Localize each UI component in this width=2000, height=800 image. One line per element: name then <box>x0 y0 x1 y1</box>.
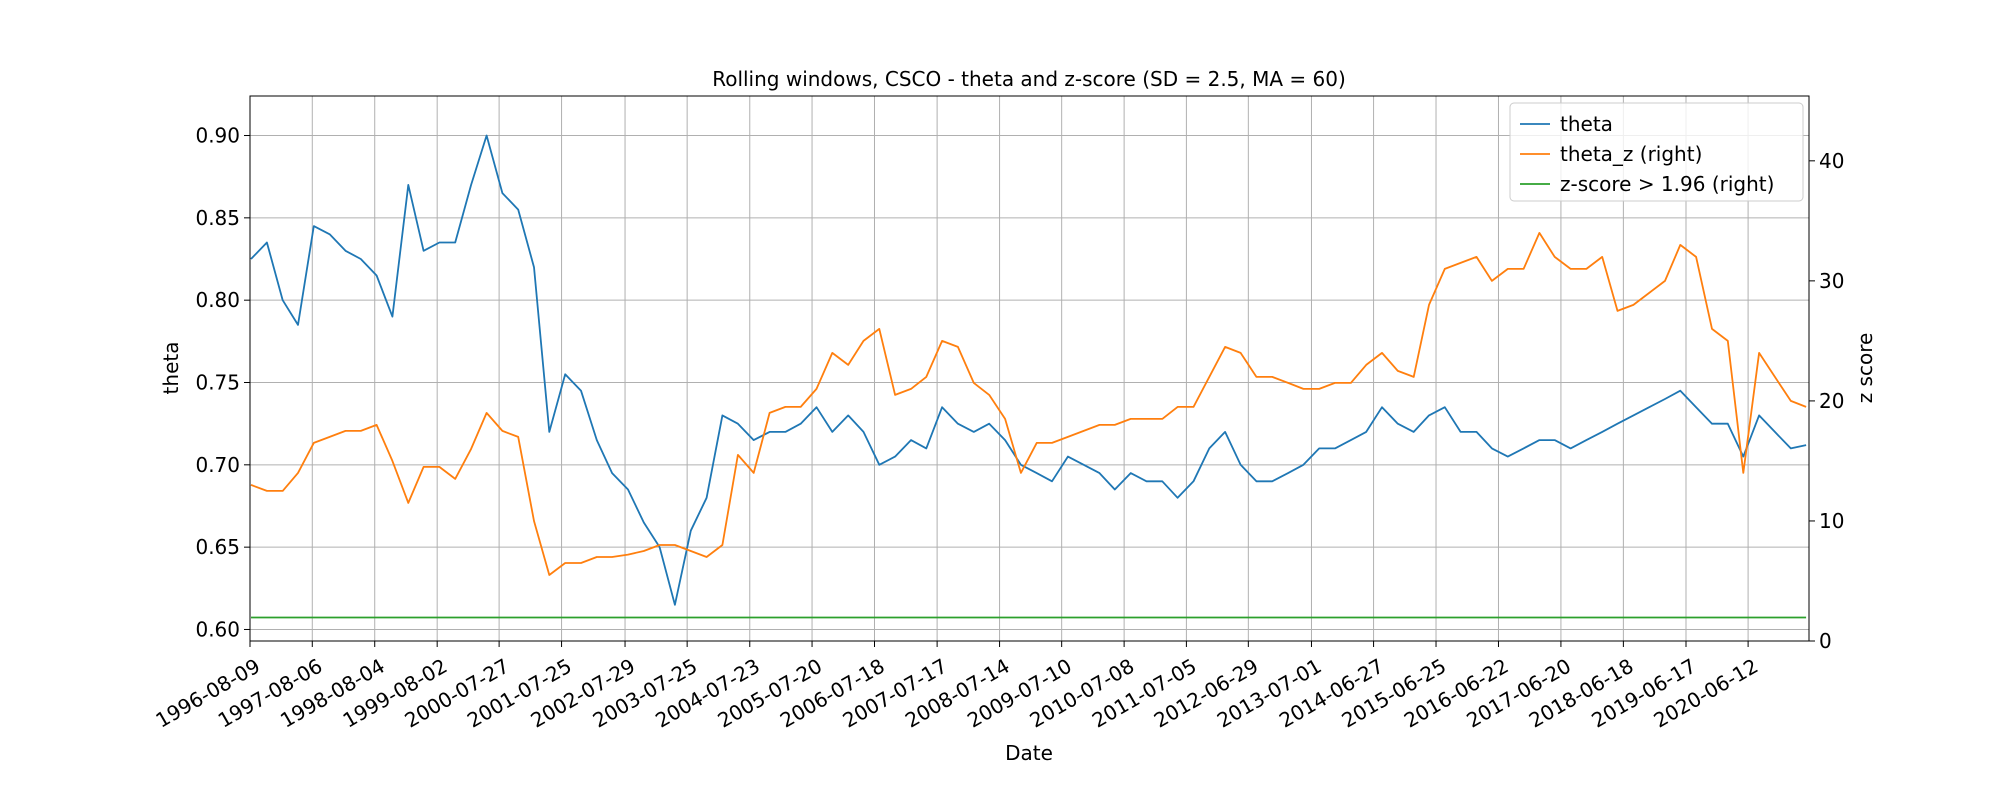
series-line <box>250 134 1807 606</box>
legend-label: z-score > 1.96 (right) <box>1560 172 1774 196</box>
y-tick-label: 0.70 <box>195 453 240 477</box>
legend-label: theta_z (right) <box>1560 142 1702 166</box>
y-tick-label: 0.65 <box>195 535 240 559</box>
legend-label: theta <box>1560 112 1613 136</box>
y2-tick-label: 40 <box>1819 149 1844 173</box>
plot-frame <box>249 95 1810 642</box>
y-tick-label: 0.60 <box>195 617 240 641</box>
y-axis-label: theta <box>159 342 183 395</box>
y2-tick-label: 20 <box>1819 389 1844 413</box>
y-tick-label: 0.85 <box>195 206 240 230</box>
y2-tick-label: 10 <box>1819 509 1844 533</box>
y2-tick-label: 0 <box>1819 629 1832 653</box>
y-tick-label: 0.75 <box>195 370 240 394</box>
y-tick-label: 0.80 <box>195 288 240 312</box>
y2-tick-label: 30 <box>1819 269 1844 293</box>
y2-axis-label: z score <box>1853 333 1877 404</box>
series-line <box>250 232 1807 576</box>
legend-box <box>1509 102 1804 202</box>
y-tick-label: 0.90 <box>195 124 240 148</box>
chart-title: Rolling windows, CSCO - theta and z-scor… <box>712 67 1346 91</box>
legend: theta theta_z (right) z-score > 1.96 (righ… <box>1509 102 1804 202</box>
x-axis-label: Date <box>1005 741 1053 765</box>
